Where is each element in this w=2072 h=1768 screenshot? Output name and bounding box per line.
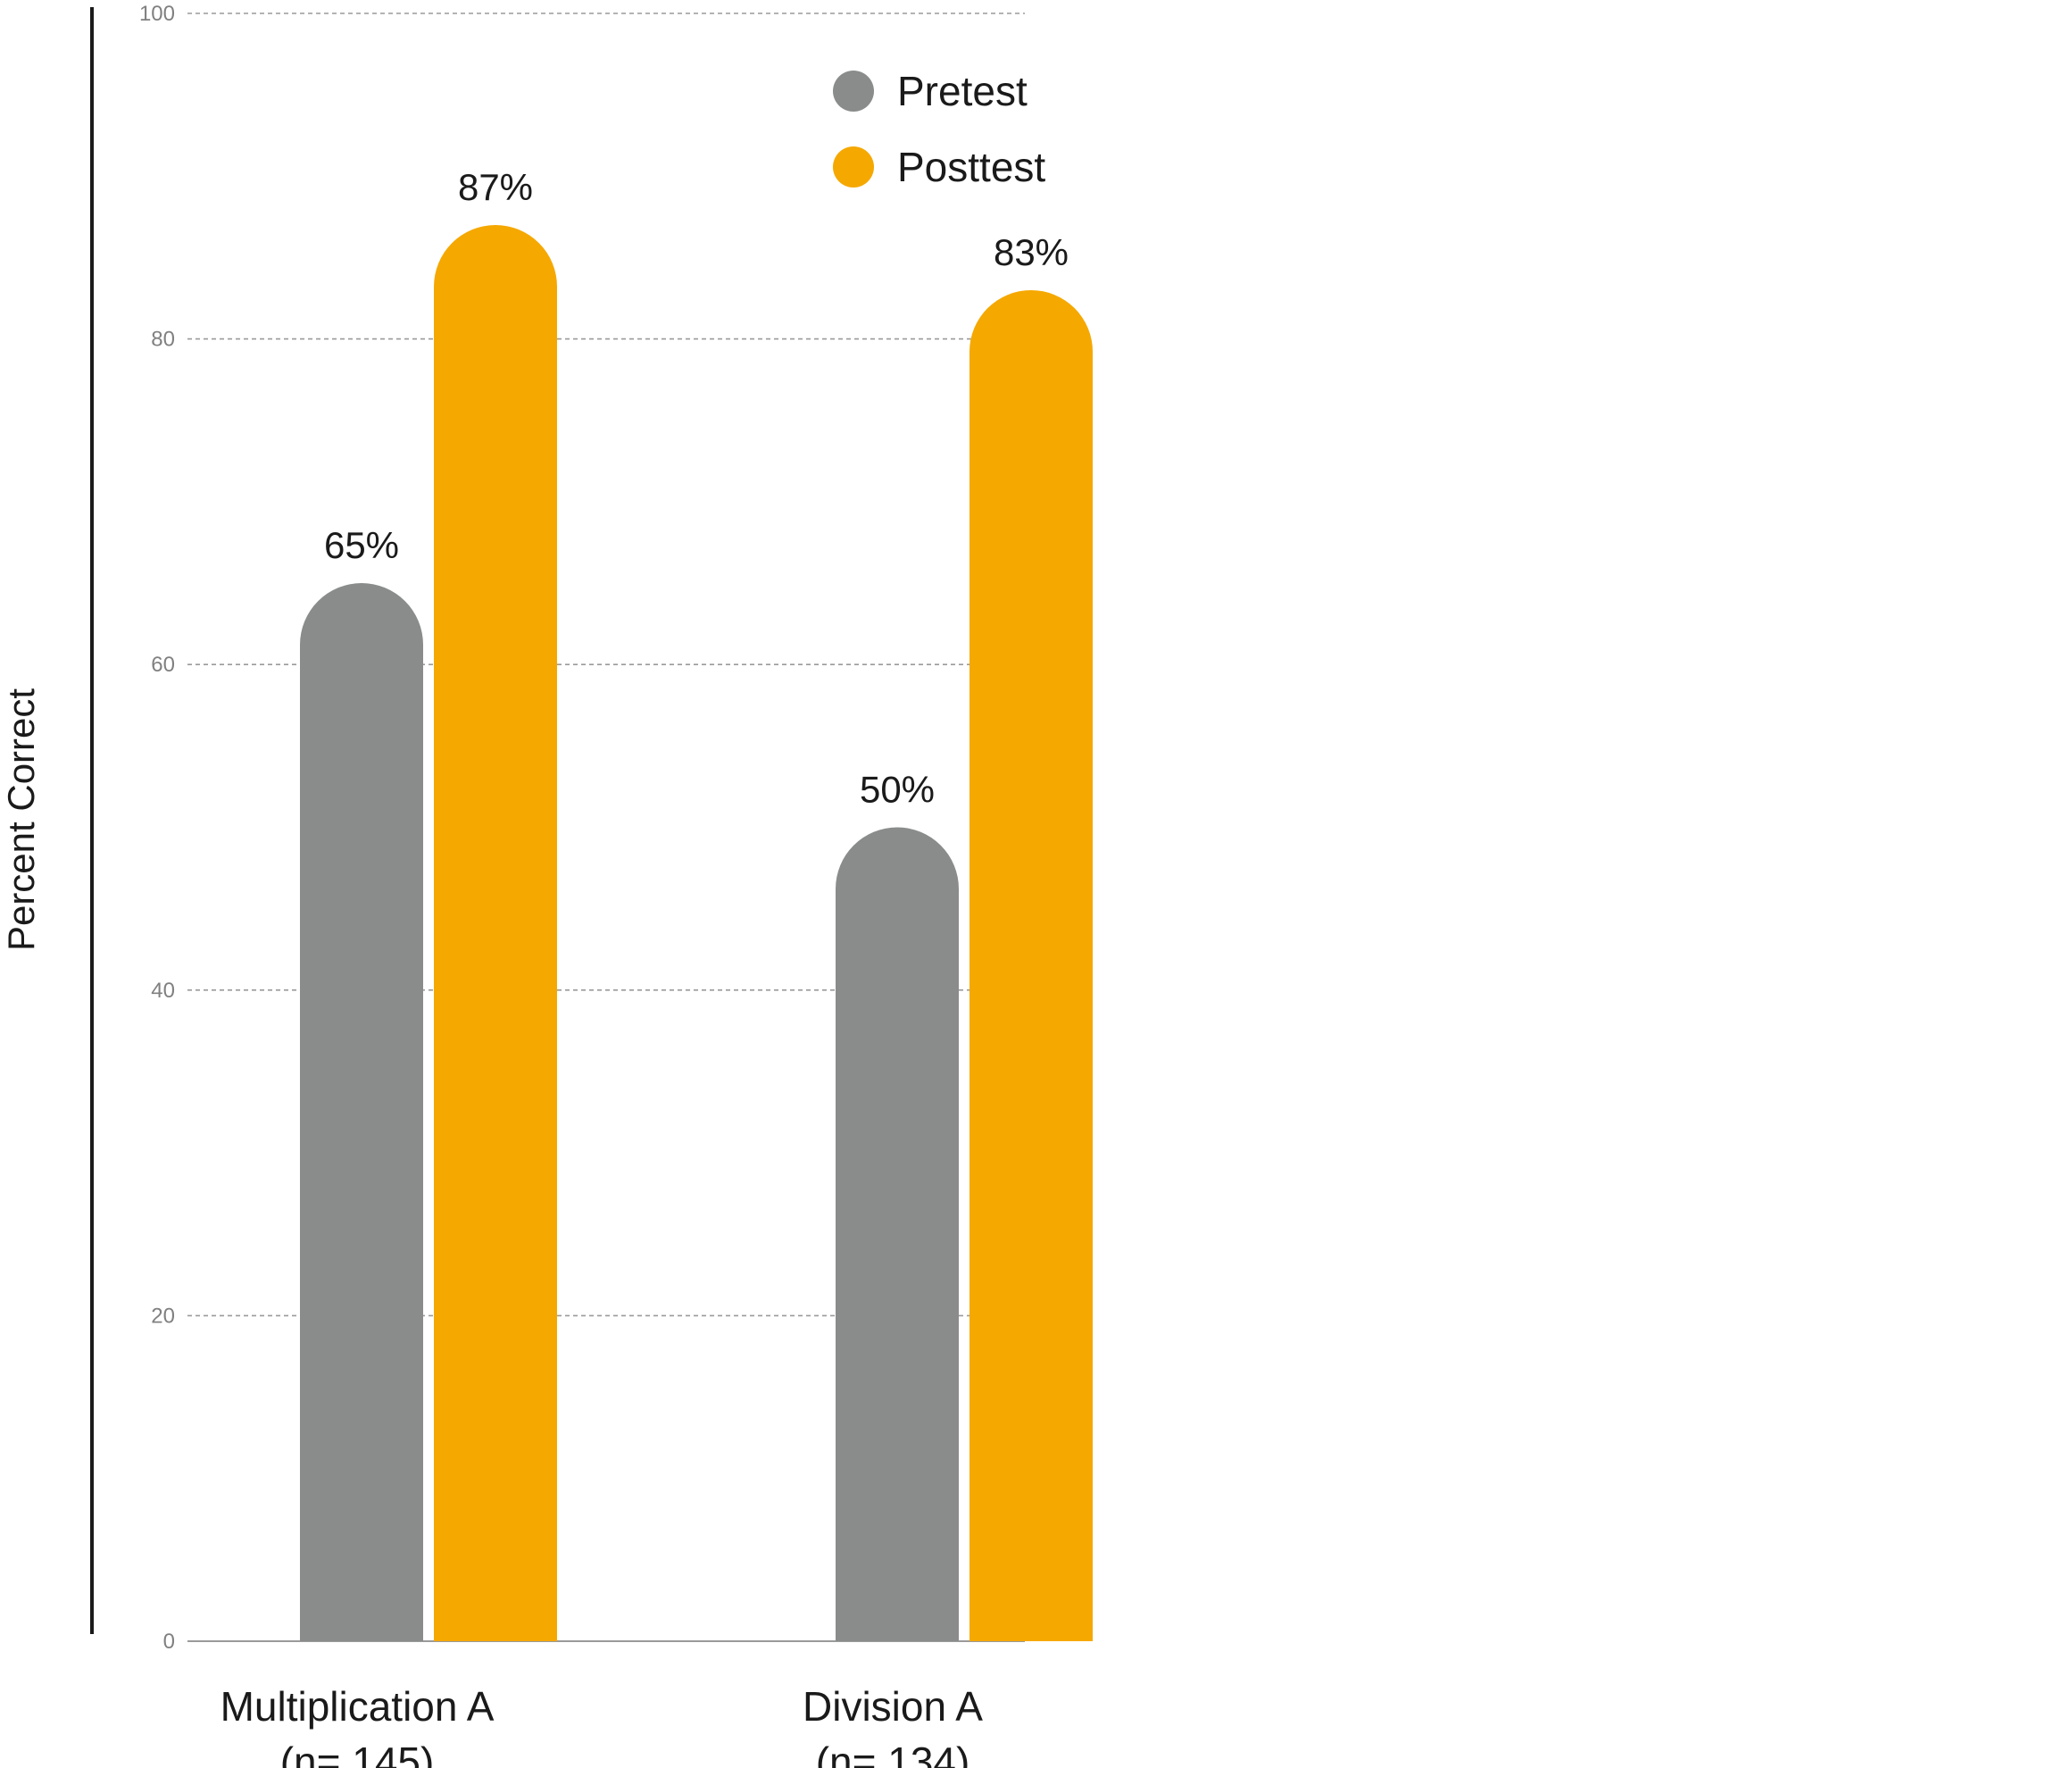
legend-swatch-pretest xyxy=(833,71,874,112)
category-label: Division A xyxy=(803,1683,983,1730)
legend-label-pretest: Pretest xyxy=(897,68,1028,114)
y-tick-label: 100 xyxy=(139,2,175,26)
bar-pretest xyxy=(836,827,959,1641)
y-tick-label: 0 xyxy=(163,1630,175,1654)
legend: Pretest Posttest xyxy=(833,68,1045,190)
y-tick-label: 40 xyxy=(151,979,175,1003)
category-label: Multiplication A xyxy=(221,1683,495,1730)
category-n-label: (n= 134) xyxy=(816,1739,970,1768)
value-label-posttest: 83% xyxy=(994,231,1069,273)
category-n-label: (n= 145) xyxy=(280,1739,435,1768)
category-labels: Multiplication A (n= 145) Division A (n= 13… xyxy=(221,1683,984,1768)
legend-swatch-posttest xyxy=(833,146,874,188)
y-tick-label: 60 xyxy=(151,653,175,677)
value-label-pretest: 65% xyxy=(324,524,399,566)
y-tick-label: 80 xyxy=(151,328,175,352)
bar-posttest xyxy=(969,289,1093,1641)
value-labels: 65% 87% 50% 83% xyxy=(324,166,1069,811)
value-label-pretest: 50% xyxy=(860,769,935,811)
bar-pretest xyxy=(300,583,423,1641)
bar-posttest xyxy=(434,225,557,1642)
legend-label-posttest: Posttest xyxy=(897,144,1045,190)
y-tick-label: 20 xyxy=(151,1304,175,1328)
bars xyxy=(300,225,1093,1642)
value-label-posttest: 87% xyxy=(458,166,533,208)
y-axis-title: Percent Correct xyxy=(0,688,42,951)
y-tick-labels: 0 20 40 60 80 100 xyxy=(139,2,175,1654)
